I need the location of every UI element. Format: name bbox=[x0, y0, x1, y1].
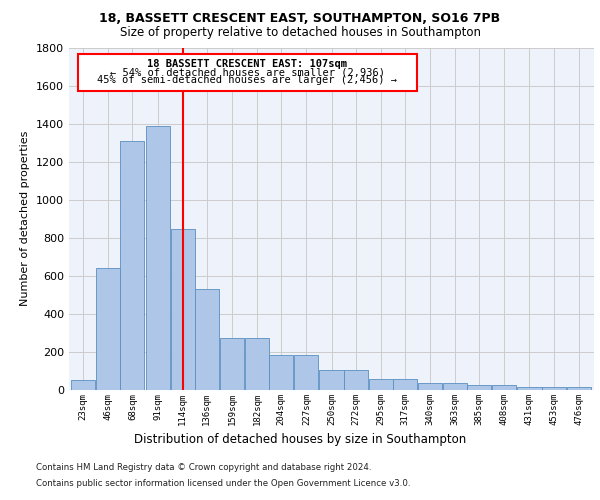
Bar bbox=[295, 355, 319, 390]
Text: 18 BASSETT CRESCENT EAST: 107sqm: 18 BASSETT CRESCENT EAST: 107sqm bbox=[147, 59, 347, 69]
Bar bbox=[195, 289, 219, 390]
Text: 18, BASSETT CRESCENT EAST, SOUTHAMPTON, SO16 7PB: 18, BASSETT CRESCENT EAST, SOUTHAMPTON, … bbox=[100, 12, 500, 26]
Text: 45% of semi-detached houses are larger (2,456) →: 45% of semi-detached houses are larger (… bbox=[97, 75, 397, 85]
Bar bbox=[319, 370, 344, 390]
Bar bbox=[269, 355, 293, 390]
Bar bbox=[344, 370, 368, 390]
Bar bbox=[393, 378, 417, 390]
Bar bbox=[368, 378, 393, 390]
Bar bbox=[467, 385, 491, 390]
FancyBboxPatch shape bbox=[78, 54, 417, 92]
Y-axis label: Number of detached properties: Number of detached properties bbox=[20, 131, 31, 306]
Bar bbox=[121, 140, 145, 390]
Bar bbox=[97, 268, 121, 390]
Text: Distribution of detached houses by size in Southampton: Distribution of detached houses by size … bbox=[134, 432, 466, 446]
Text: Contains HM Land Registry data © Crown copyright and database right 2024.: Contains HM Land Registry data © Crown c… bbox=[36, 464, 371, 472]
Text: Size of property relative to detached houses in Southampton: Size of property relative to detached ho… bbox=[119, 26, 481, 39]
Bar bbox=[418, 384, 442, 390]
Bar bbox=[542, 387, 566, 390]
Bar bbox=[517, 387, 542, 390]
Text: ← 54% of detached houses are smaller (2,936): ← 54% of detached houses are smaller (2,… bbox=[110, 67, 385, 77]
Bar bbox=[566, 387, 591, 390]
Bar bbox=[146, 126, 170, 390]
Bar bbox=[71, 380, 95, 390]
Bar bbox=[245, 338, 269, 390]
Bar bbox=[492, 385, 517, 390]
Bar bbox=[443, 384, 467, 390]
Bar bbox=[171, 229, 195, 390]
Bar bbox=[220, 338, 244, 390]
Text: Contains public sector information licensed under the Open Government Licence v3: Contains public sector information licen… bbox=[36, 478, 410, 488]
